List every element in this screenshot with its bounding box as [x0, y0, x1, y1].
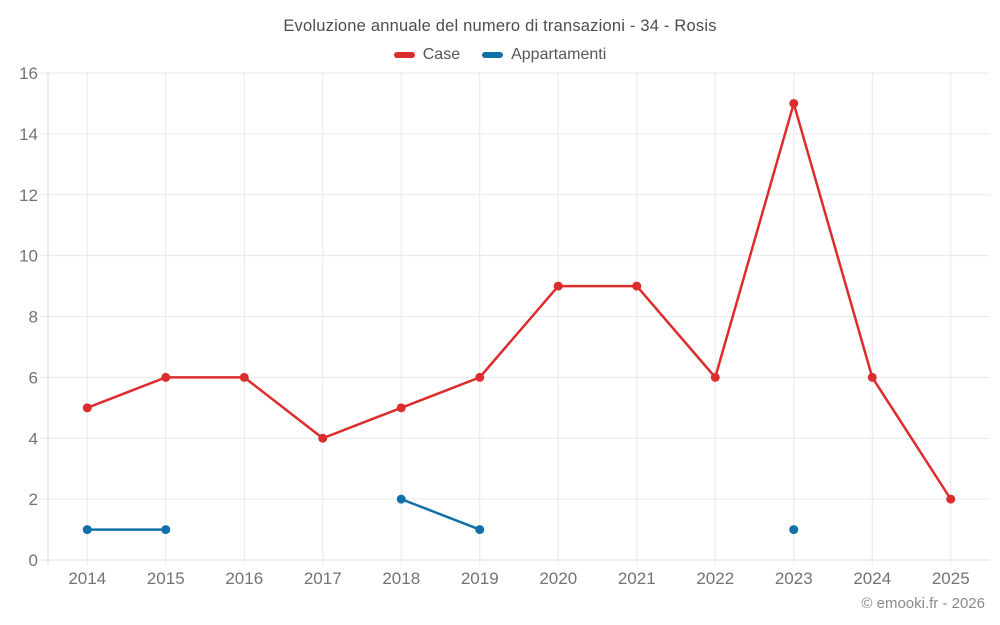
x-tick-label: 2015 — [147, 569, 185, 588]
legend-swatch-appartamenti-icon — [482, 52, 504, 58]
x-tick-label: 2016 — [225, 569, 263, 588]
data-point — [161, 372, 171, 382]
copyright-footer: © emooki.fr - 2026 — [861, 595, 985, 612]
series-case — [82, 98, 956, 504]
x-tick-label: 2020 — [539, 569, 577, 588]
x-tick-label: 2019 — [461, 569, 499, 588]
x-tick-label: 2018 — [382, 569, 420, 588]
y-tick-label: 16 — [19, 64, 38, 83]
data-point — [789, 525, 799, 535]
data-point — [475, 372, 485, 382]
y-tick-label: 4 — [29, 429, 38, 448]
y-tick-label: 12 — [19, 186, 38, 205]
chart-title: Evoluzione annuale del numero di transaz… — [283, 17, 717, 35]
x-tick-label: 2021 — [618, 569, 656, 588]
data-point — [475, 525, 485, 535]
y-tick-label: 10 — [19, 247, 38, 266]
x-tick-label: 2014 — [68, 569, 106, 588]
y-tick-label: 14 — [19, 125, 38, 144]
data-point — [396, 494, 406, 504]
grid — [40, 72, 990, 565]
axis-labels: 0 2 4 6 8 10 12 14 16 2014 2015 2016 2017 2018 2019 202… — [19, 64, 970, 588]
legend-label-case: Case — [422, 46, 461, 63]
y-tick-label: 8 — [29, 308, 38, 327]
legend-item-case[interactable]: Case — [393, 46, 461, 64]
data-point — [710, 372, 720, 382]
data-point — [161, 525, 171, 535]
chart-legend: Case Appartamenti — [0, 46, 1000, 64]
x-tick-label: 2017 — [304, 569, 342, 588]
x-tick-label: 2025 — [932, 569, 970, 588]
data-point — [946, 494, 956, 504]
legend-label-appartamenti: Appartamenti — [511, 46, 607, 63]
data-point — [239, 372, 249, 382]
y-tick-label: 0 — [29, 551, 38, 570]
x-tick-label: 2022 — [696, 569, 734, 588]
data-point — [867, 372, 877, 382]
x-tick-label: 2024 — [853, 569, 891, 588]
data-point — [82, 525, 92, 535]
y-tick-label: 2 — [29, 490, 38, 509]
legend-item-appartamenti[interactable]: Appartamenti — [482, 46, 606, 64]
data-point — [396, 403, 406, 413]
data-point — [318, 433, 328, 443]
legend-swatch-case-icon — [393, 52, 415, 58]
data-point — [789, 98, 799, 108]
data-point — [553, 281, 563, 291]
x-tick-label: 2023 — [775, 569, 813, 588]
data-point — [82, 403, 92, 413]
y-tick-label: 6 — [29, 368, 38, 387]
data-point — [632, 281, 642, 291]
series-appartamenti — [82, 494, 799, 535]
